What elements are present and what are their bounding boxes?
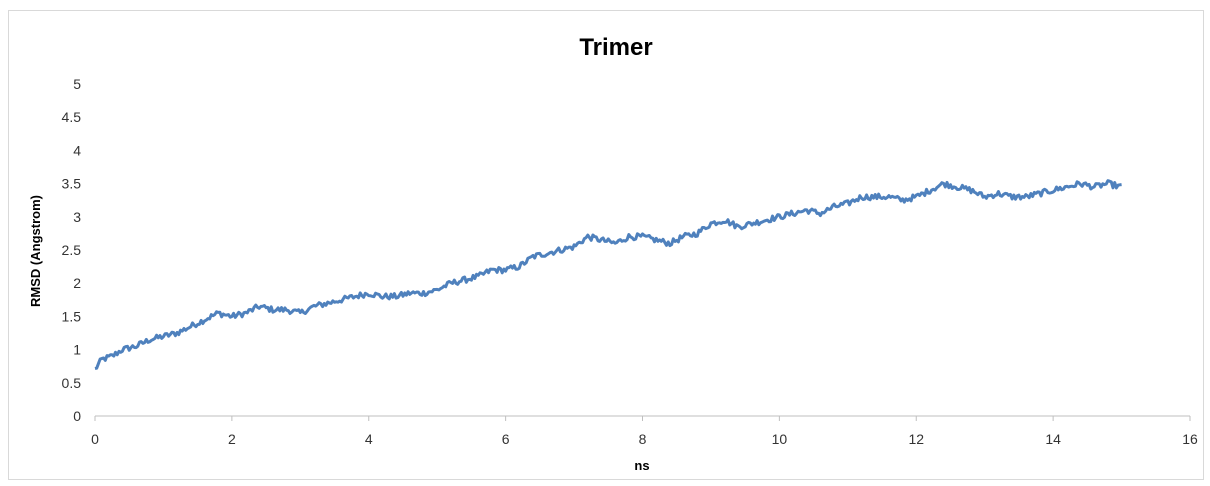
x-axis-title: ns — [634, 458, 649, 473]
x-axis-ticks: 0 2 4 6 8 10 12 14 16 — [91, 416, 1198, 447]
y-tick-label: 3 — [73, 209, 81, 225]
y-tick-label: 5 — [73, 76, 81, 92]
x-tick-label: 14 — [1045, 431, 1061, 447]
y-tick-label: 2 — [73, 275, 81, 291]
x-tick-label: 16 — [1182, 431, 1198, 447]
y-tick-label: 1 — [73, 342, 81, 358]
chart-title: Trimer — [579, 34, 652, 61]
x-tick-label: 8 — [639, 431, 647, 447]
y-tick-label: 4 — [73, 142, 81, 158]
y-tick-label: 0.5 — [62, 375, 82, 391]
x-tick-label: 10 — [772, 431, 788, 447]
series-group — [94, 179, 1122, 371]
x-tick-label: 2 — [228, 431, 236, 447]
y-tick-label: 2.5 — [62, 242, 82, 258]
x-tick-label: 4 — [365, 431, 373, 447]
y-tick-label: 1.5 — [62, 308, 82, 324]
x-tick-label: 6 — [502, 431, 510, 447]
y-axis-ticks: 0 0.5 1 1.5 2 2.5 3 3.5 4 4.5 5 — [62, 76, 82, 424]
y-axis-title: RMSD (Angstrom) — [28, 195, 43, 307]
y-tick-label: 4.5 — [62, 109, 82, 125]
x-tick-label: 12 — [908, 431, 924, 447]
chart-frame — [8, 10, 1204, 480]
y-tick-label: 0 — [73, 408, 81, 424]
y-tick-label: 3.5 — [62, 176, 82, 192]
series-line — [94, 179, 1122, 371]
x-tick-label: 0 — [91, 431, 99, 447]
